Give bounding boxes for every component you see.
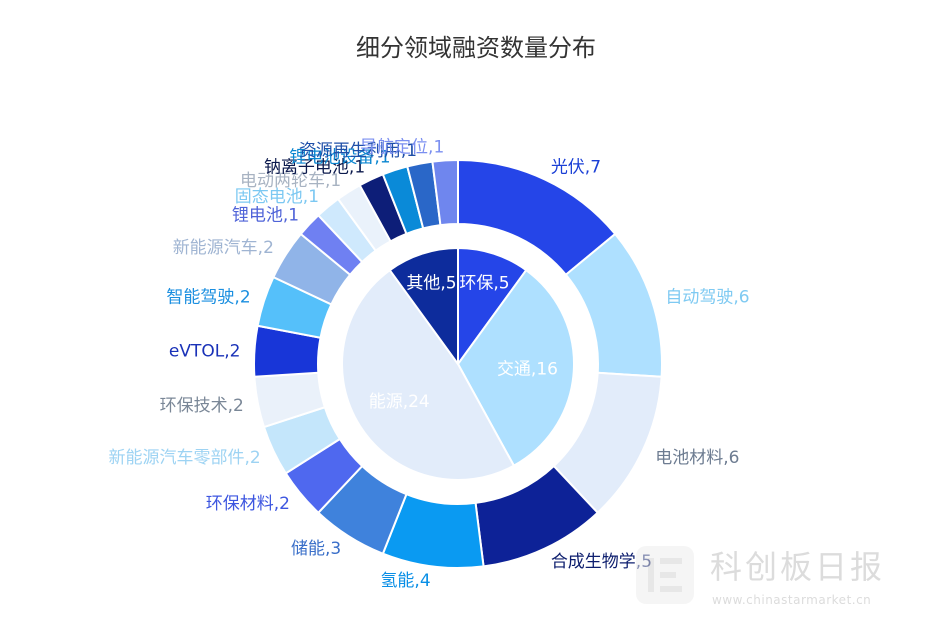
outer-label-4: 氢能,4 (380, 571, 430, 591)
inner-slice-3 (388, 246, 459, 368)
outer-label-0: 光伏,7 (551, 158, 601, 178)
outer-label-2: 电池材料,6 (655, 448, 739, 468)
outer-label-6: 环保材料,2 (206, 494, 290, 514)
inner-pie (341, 246, 575, 481)
outer-label-15: 钠离子电池,1 (264, 158, 365, 178)
outer-label-8: 环保技术,2 (160, 396, 244, 416)
watermark-logo-icon (636, 546, 694, 604)
outer-label-17: 资源再生利用,1 (299, 141, 417, 161)
inner-slice-0 (457, 246, 528, 368)
outer-ring (253, 158, 663, 569)
inner-label-0: 环保,5 (459, 273, 509, 293)
outer-label-11: 新能源汽车,2 (173, 238, 274, 258)
outer-label-9: eVTOL,2 (169, 341, 241, 361)
inner-labels: 环保,5 交通,16 能源,24 其他,5 (369, 273, 558, 412)
outer-label-3: 合成生物学,5 (551, 552, 652, 572)
inner-slice-2 (341, 268, 516, 481)
outer-label-18: 导航定位,1 (360, 137, 444, 157)
outer-label-7: 新能源汽车零部件,2 (109, 448, 261, 468)
outer-label-13: 固态电池,1 (235, 187, 319, 207)
outer-label-14: 电动两轮车,1 (240, 171, 341, 191)
inner-label-2: 能源,24 (369, 392, 430, 412)
outer-label-10: 智能驾驶,2 (166, 288, 250, 308)
outer-label-5: 储能,3 (291, 539, 341, 559)
inner-label-1: 交通,16 (497, 359, 558, 379)
watermark: 科创板日报 www.chinastarmarket.cn (636, 546, 885, 607)
watermark-url: www.chinastarmarket.cn (712, 593, 871, 607)
outer-label-12: 锂电池,1 (232, 206, 299, 226)
watermark-brand: 科创板日报 (710, 548, 885, 586)
inner-label-3: 其他,5 (406, 273, 456, 293)
outer-slice-18 (431, 158, 459, 227)
outer-label-1: 自动驾驶,6 (665, 288, 749, 308)
outer-label-16: 锂电池设备,1 (289, 148, 390, 168)
inner-slice-1 (456, 268, 575, 468)
outer-labels: 光伏,7 自动驾驶,6 电池材料,6 合成生物学,5 氢能,4 储能,3 环保材料,2 新能源… (109, 137, 750, 591)
chart-title: 细分领域融资数量分布 (356, 34, 596, 62)
